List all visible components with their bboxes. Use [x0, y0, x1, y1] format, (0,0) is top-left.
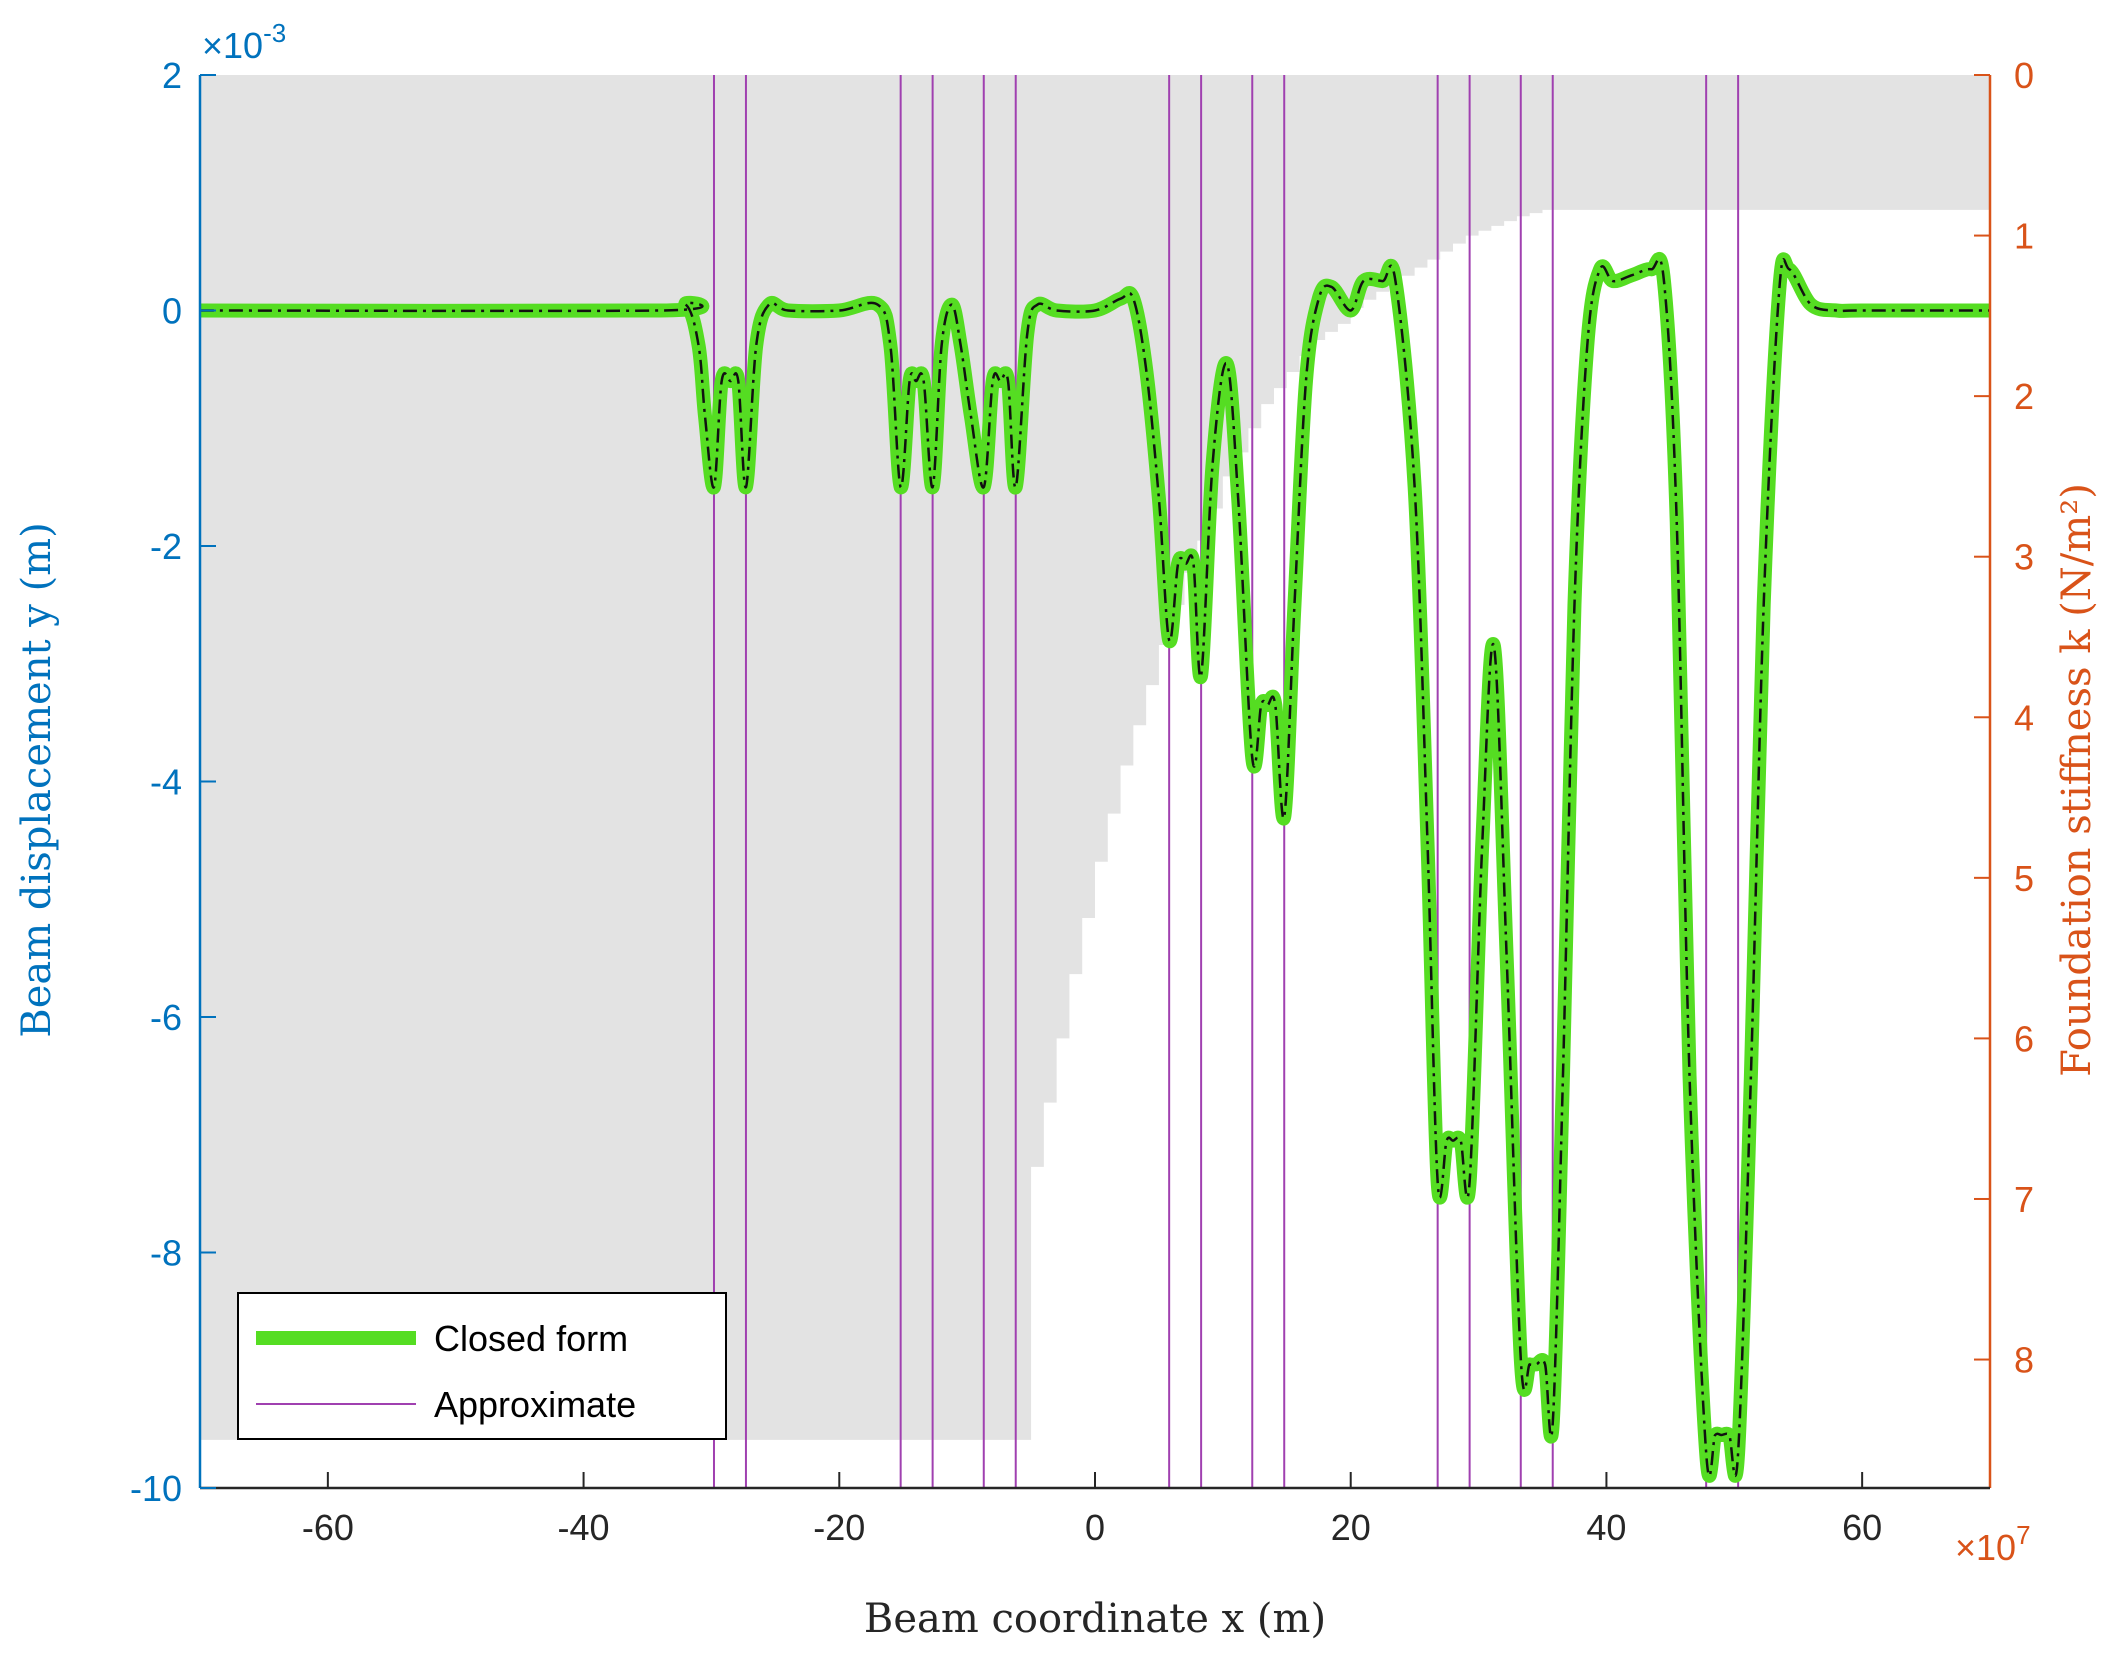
x-tick-label: -40	[558, 1507, 610, 1548]
right-tick-label: 7	[2014, 1179, 2034, 1220]
left-exponent-label: ×10-3	[202, 18, 286, 66]
right-tick-label: 6	[2014, 1018, 2034, 1059]
right-tick-label: 3	[2014, 537, 2034, 578]
x-tick-label: 20	[1331, 1507, 1371, 1548]
left-tick-label: 0	[162, 291, 182, 332]
right-tick-label: 2	[2014, 376, 2034, 417]
right-tick-label: 1	[2014, 216, 2034, 257]
x-axis-label: Beam coordinate x (m)	[864, 1596, 1326, 1642]
right-exponent-label: ×107	[1955, 1520, 2031, 1568]
right-tick-label: 0	[2014, 55, 2034, 96]
left-tick-label: -4	[150, 762, 182, 803]
right-axis-label: Foundation stiffness k (N/m²)	[2054, 483, 2100, 1077]
left-axis-label: Beam displacement y (m)	[14, 522, 60, 1037]
legend-approximate-label: Approximate	[434, 1384, 636, 1425]
x-tick-label: 60	[1842, 1507, 1882, 1548]
x-tick-label: 0	[1085, 1507, 1105, 1548]
right-tick-label: 4	[2014, 697, 2034, 738]
legend-closed-form-label: Closed form	[434, 1318, 628, 1359]
x-tick-label: -20	[813, 1507, 865, 1548]
approximate-series	[200, 257, 1990, 1477]
stiffness-area	[200, 75, 1990, 1440]
left-tick-label: -8	[150, 1233, 182, 1274]
x-tick-label: -60	[302, 1507, 354, 1548]
right-tick-label: 8	[2014, 1340, 2034, 1381]
left-tick-label: 2	[162, 55, 182, 96]
left-tick-label: -6	[150, 997, 182, 1038]
legend: Closed form Approximate	[237, 1292, 727, 1440]
x-tick-label: 40	[1586, 1507, 1626, 1548]
legend-box	[237, 1292, 727, 1440]
right-tick-label: 5	[2014, 858, 2034, 899]
left-tick-label: -2	[150, 526, 182, 567]
left-tick-label: -10	[130, 1468, 182, 1509]
